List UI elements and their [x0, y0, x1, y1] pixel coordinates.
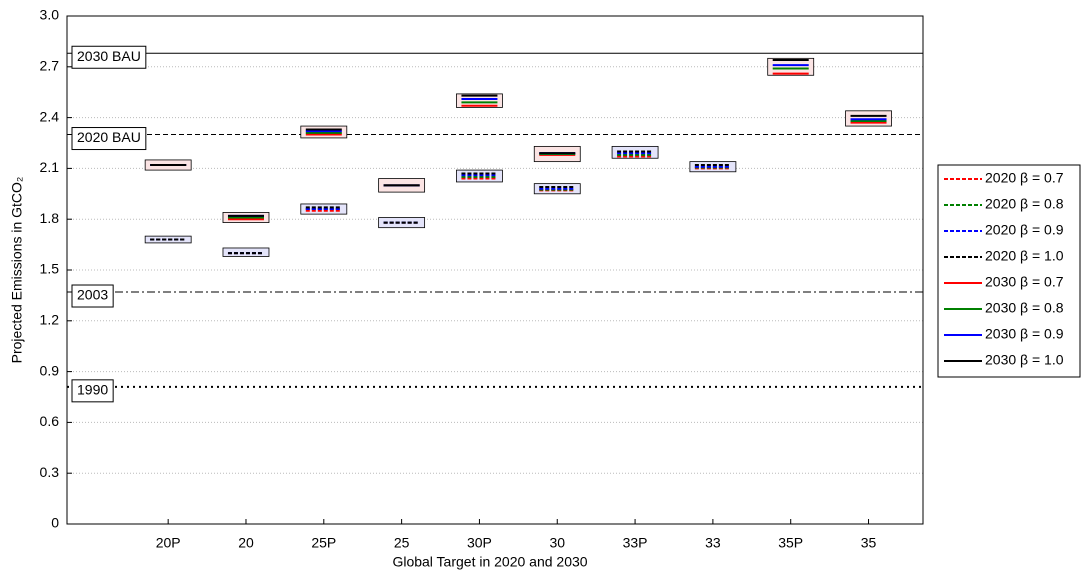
reference-label-box	[71, 45, 147, 69]
legend-label: 2020 β = 1.0	[985, 248, 1064, 264]
reference-label-box	[71, 379, 114, 403]
legend-box	[937, 164, 1081, 378]
reference-label-box	[71, 284, 114, 308]
range-box	[767, 57, 815, 76]
y-tick-label: 0.6	[40, 413, 60, 429]
reference-label-box	[71, 127, 147, 151]
y-tick-label: 0.3	[40, 464, 60, 480]
legend-label: 2030 β = 0.8	[985, 300, 1064, 316]
x-tick-label: 33	[705, 535, 721, 551]
x-tick-label: 25	[394, 535, 410, 551]
y-tick-label: 2.1	[40, 159, 60, 175]
reference-label: 2030 BAU	[77, 48, 141, 64]
legend-label: 2030 β = 0.9	[985, 326, 1064, 342]
reference-label: 2020 BAU	[77, 129, 141, 145]
reference-label: 1990	[77, 382, 108, 398]
x-tick-label: 20	[238, 535, 254, 551]
y-tick-label: 0	[51, 515, 59, 531]
legend-label: 2020 β = 0.7	[985, 170, 1064, 186]
x-axis-label: Global Target in 2020 and 2030	[392, 554, 587, 570]
legend-label: 2020 β = 0.8	[985, 196, 1064, 212]
x-tick-label: 30P	[467, 535, 492, 551]
legend-label: 2030 β = 0.7	[985, 274, 1064, 290]
reference-label: 2003	[77, 287, 108, 303]
x-tick-label: 35	[861, 535, 877, 551]
y-tick-label: 1.2	[40, 312, 60, 328]
y-tick-label: 2.4	[40, 108, 60, 124]
x-tick-label: 30	[549, 535, 565, 551]
y-tick-label: 3.0	[40, 7, 60, 23]
y-tick-label: 1.5	[40, 261, 60, 277]
legend-label: 2020 β = 0.9	[985, 222, 1064, 238]
x-tick-label: 35P	[778, 535, 803, 551]
legend-label: 2030 β = 1.0	[985, 352, 1064, 368]
x-tick-label: 25P	[311, 535, 336, 551]
y-tick-label: 0.9	[40, 362, 60, 378]
plot-frame	[66, 15, 924, 525]
x-tick-label: 33P	[623, 535, 648, 551]
y-tick-label: 1.8	[40, 210, 60, 226]
y-tick-label: 2.7	[40, 58, 60, 74]
x-tick-label: 20P	[156, 535, 181, 551]
y-axis-label: Projected Emissions in GtCO₂	[9, 177, 25, 364]
range-box	[456, 93, 503, 108]
